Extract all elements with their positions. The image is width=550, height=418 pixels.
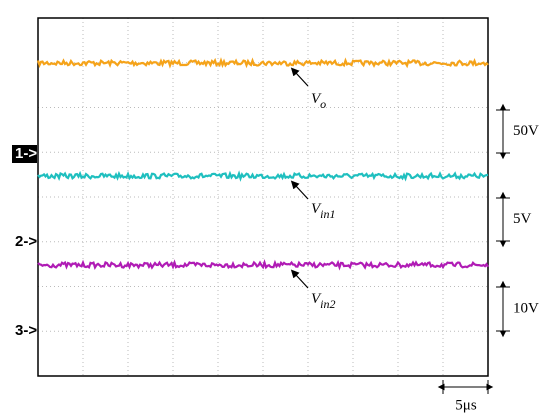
- annotation-arrow: [290, 269, 309, 289]
- waveform: [36, 57, 489, 69]
- signal-label-sub: o: [320, 97, 326, 111]
- annotation-arrow: [290, 67, 309, 87]
- signal-label: Vo: [311, 91, 326, 110]
- grid: [38, 18, 488, 376]
- time-scale-label: 5μs: [455, 397, 477, 413]
- labels: 1-> Vo 50V 2-> Vin1 5V 3-> Vin2 10V 5μs: [12, 67, 539, 413]
- scale-label: 5V: [513, 211, 532, 227]
- annotation-arrow: [290, 180, 309, 200]
- signal-label-sub: in1: [320, 207, 335, 221]
- waveform: [37, 259, 489, 271]
- signal-label-main: V: [311, 291, 322, 307]
- traces: [36, 57, 489, 271]
- channel-marker: 2->: [15, 233, 37, 250]
- signal-label-main: V: [311, 201, 322, 217]
- channel-marker-box: [12, 145, 37, 163]
- scale-label: 50V: [513, 123, 539, 139]
- scale-label: 10V: [513, 300, 539, 316]
- signal-label-main: V: [311, 91, 322, 107]
- waveform: [37, 170, 489, 182]
- signal-label-sub: in2: [320, 297, 335, 311]
- signal-label: Vin2: [311, 291, 336, 310]
- screen-border: [37, 17, 489, 377]
- channel-marker: 3->: [15, 322, 37, 339]
- signal-label: Vin1: [311, 201, 336, 220]
- channel-marker: 1->: [15, 145, 37, 162]
